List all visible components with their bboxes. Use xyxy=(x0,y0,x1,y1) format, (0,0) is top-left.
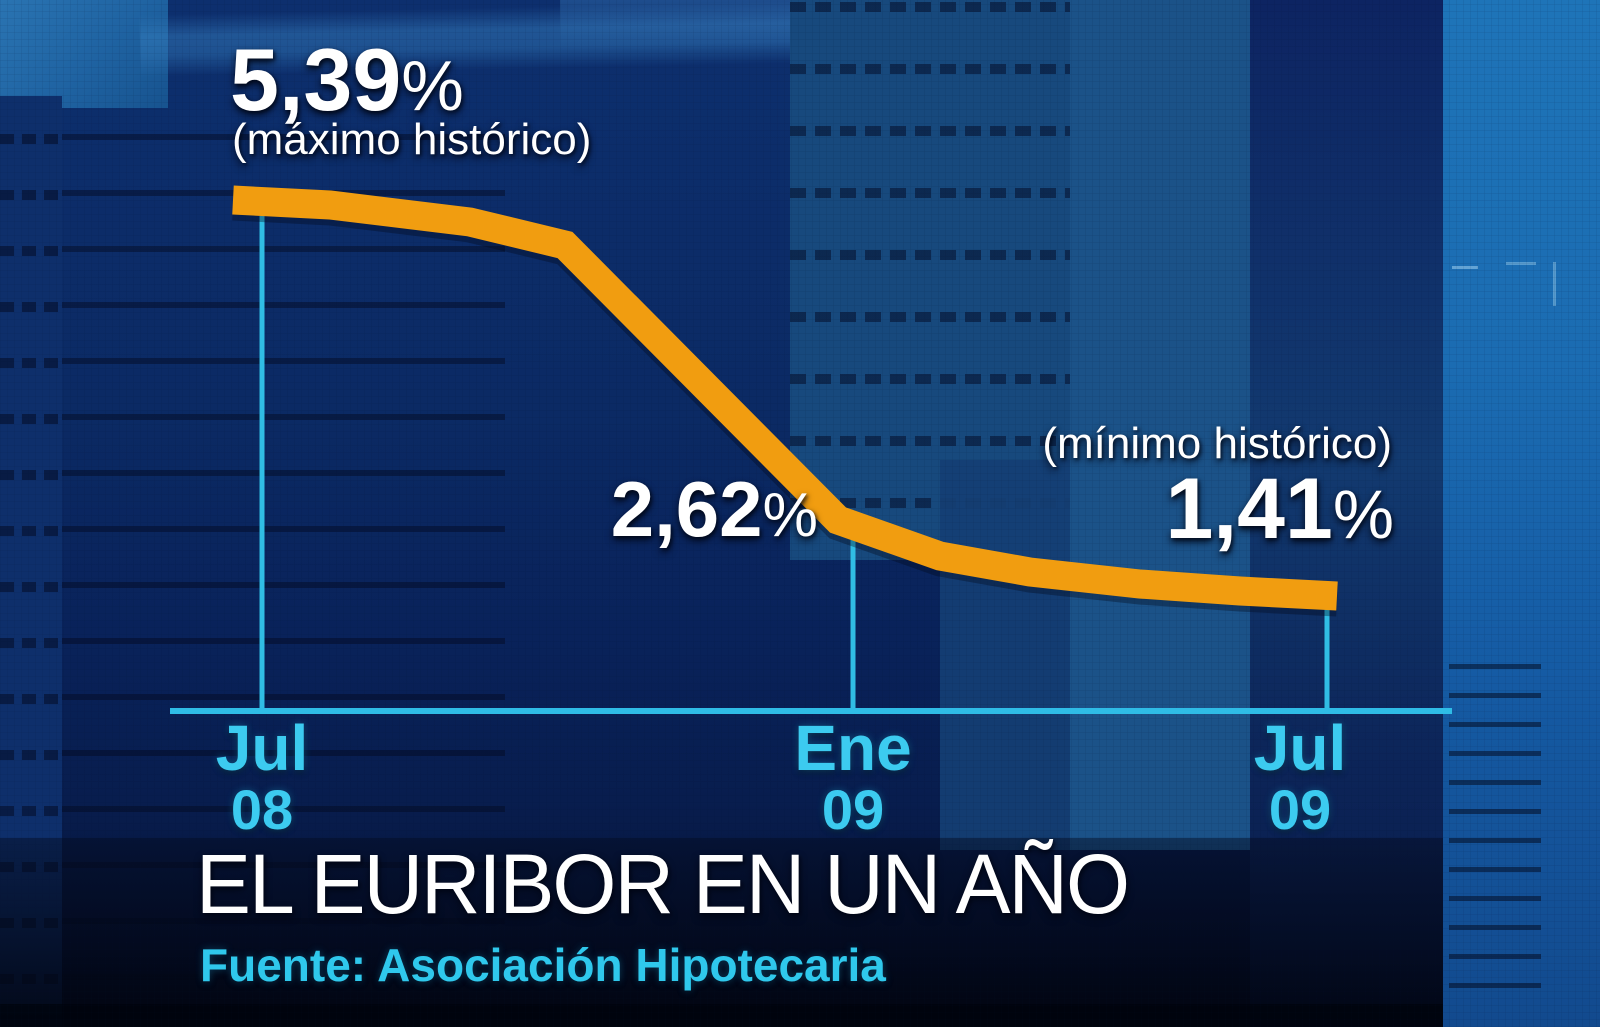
tick-month: Ene xyxy=(794,712,912,784)
euribor-line xyxy=(232,185,1338,611)
axis-tick-jul09: Jul 09 xyxy=(1180,716,1420,838)
tick-year: 09 xyxy=(1268,778,1332,841)
min-caption: (mínimo histórico) xyxy=(1042,419,1392,468)
backdrop-topleft-light-block xyxy=(0,0,168,108)
backdrop-bottom-strip xyxy=(0,1004,1443,1027)
source-caption: Fuente: Asociación Hipotecaria xyxy=(200,939,886,991)
texture-scratch-1 xyxy=(1452,266,1478,269)
mid-value-label: 2,62% xyxy=(520,470,818,548)
min-value-label: 1,41% xyxy=(1000,466,1394,552)
tick-month: Jul xyxy=(215,712,309,784)
max-caption: (máximo histórico) xyxy=(232,115,592,164)
min-percent-sign: % xyxy=(1332,476,1394,553)
mid-value: 2,62 xyxy=(610,465,763,553)
min-value: 1,41 xyxy=(1165,461,1333,557)
backdrop-top-streak-2 xyxy=(560,0,820,50)
axis-tick-ene09: Ene 09 xyxy=(733,716,973,838)
texture-scratch-3 xyxy=(1553,262,1556,306)
axis-tick-jul08: Jul 08 xyxy=(142,716,382,838)
chart-title: EL EURIBOR EN UN AÑO xyxy=(196,837,1130,931)
max-percent-sign: % xyxy=(401,46,464,125)
tick-year: 08 xyxy=(230,778,294,841)
mid-percent-sign: % xyxy=(762,481,818,550)
backdrop-right-band-dashes xyxy=(1449,640,1541,1012)
backdrop-bottom-dark-band xyxy=(0,838,1443,1027)
backdrop-middle-dash-band xyxy=(790,0,1070,560)
tick-year: 09 xyxy=(821,778,885,841)
max-value-label: 5,39% xyxy=(230,36,464,124)
texture-scratch-2 xyxy=(1506,262,1536,265)
max-value: 5,39 xyxy=(230,30,402,129)
tick-month: Jul xyxy=(1253,712,1347,784)
backdrop-right-bright-band xyxy=(1443,0,1600,1027)
